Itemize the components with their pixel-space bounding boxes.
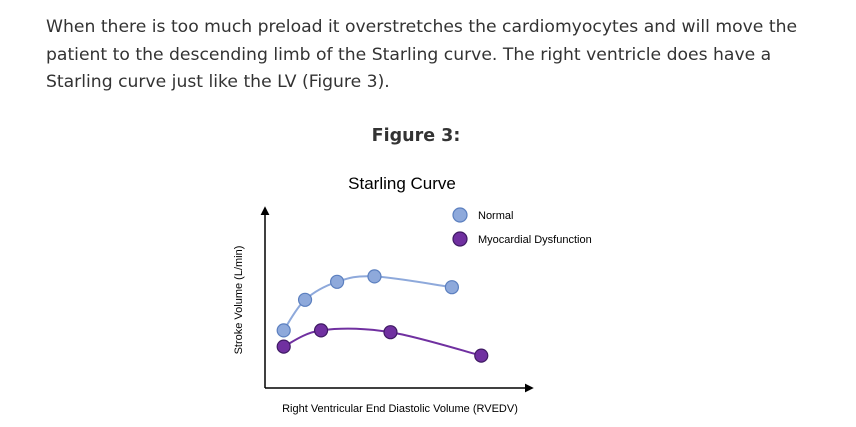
- legend-marker-1: [452, 207, 468, 223]
- data-point-series-1-1: [276, 323, 291, 338]
- chart-title: Starling Curve: [348, 174, 456, 193]
- body-paragraph: When there is too much preload it overst…: [46, 17, 798, 92]
- data-point-series-2-1: [276, 339, 291, 354]
- y-axis-label: Stroke Volume (L/min): [233, 246, 245, 355]
- legend-label-2: Myocardial Dysfunction: [478, 234, 592, 246]
- data-point-series-2-3: [383, 325, 398, 340]
- x-axis-label: Right Ventricular End Diastolic Volume (…: [282, 403, 518, 415]
- series-line-2: [283, 327, 482, 357]
- legend-marker-2: [452, 231, 468, 247]
- data-point-series-2-4: [474, 348, 489, 363]
- data-point-series-2-2: [313, 323, 329, 338]
- data-point-series-1-2: [297, 292, 313, 307]
- figure-caption: Figure 3:: [371, 126, 461, 146]
- legend-label-1: Normal: [478, 210, 513, 222]
- data-point-series-1-4: [367, 269, 382, 284]
- data-point-series-1-3: [329, 274, 345, 289]
- data-point-series-1-5: [444, 280, 459, 295]
- chart-legend: Normal Myocardial Dysfunction: [452, 207, 592, 247]
- series-layer: [276, 269, 489, 363]
